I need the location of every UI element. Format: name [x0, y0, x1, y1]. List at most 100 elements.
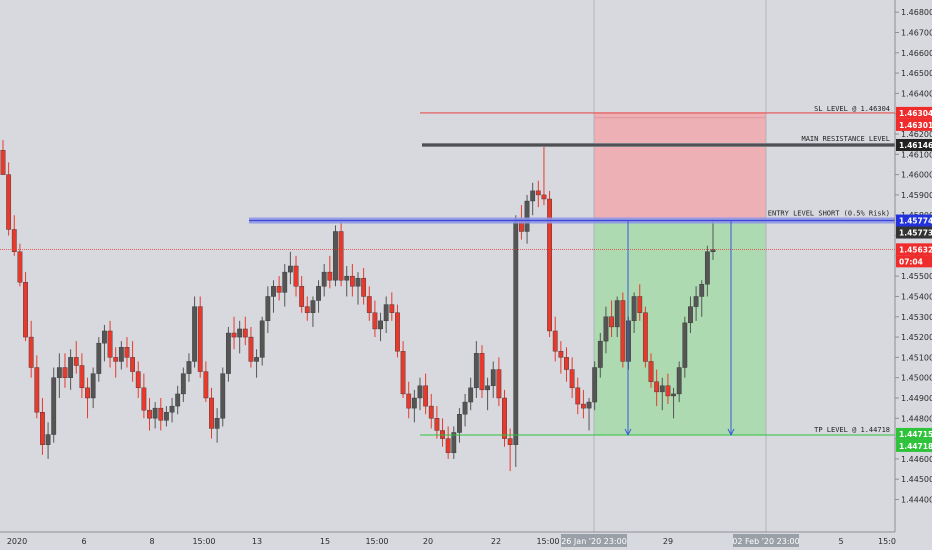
take-profit-zone: [594, 220, 766, 435]
candle-body: [631, 296, 637, 322]
price-tick-label: 1.46800: [901, 8, 932, 17]
candle-body: [28, 336, 34, 368]
candle-body: [192, 306, 197, 362]
price-tick-label: 1.46600: [901, 49, 932, 58]
candle-body: [682, 322, 688, 368]
current-price-tag-text: 1.45632: [899, 245, 932, 254]
candle-body: [11, 229, 17, 252]
candlestick-series: [0, 140, 716, 472]
candle-body: [0, 150, 6, 175]
price-tick-label: 1.45900: [901, 191, 932, 200]
price-axis[interactable]: 1.46800 1.46700 1.46600 1.46500 1.46400 1.463…: [894, 0, 932, 550]
candle-body: [73, 357, 79, 366]
candle-body: [586, 401, 592, 409]
candle-body: [254, 357, 259, 362]
candle-body: [468, 387, 474, 403]
entry-level-label: ENTRY LEVEL SHORT (0.5% Risk): [768, 210, 890, 218]
time-tick-label: 5: [838, 537, 843, 546]
candle-body: [502, 397, 507, 439]
candle-body: [96, 342, 102, 374]
candle-body: [23, 282, 28, 338]
trade-zones: [594, 112, 766, 435]
candle-body: [378, 320, 383, 330]
candle-body: [496, 369, 502, 399]
price-tick-label: 1.45100: [901, 353, 932, 362]
candle-body: [614, 300, 620, 328]
candle-body: [310, 300, 316, 313]
candle-body: [304, 306, 310, 313]
price-tick-label: 1.46400: [901, 89, 932, 98]
candle-body: [124, 347, 130, 358]
candle-body: [90, 373, 96, 399]
time-tick-label: 15:00: [192, 537, 215, 546]
price-tick-label: 1.44900: [901, 394, 932, 403]
candle-body: [417, 385, 423, 399]
candle-body: [490, 369, 496, 387]
candle-body: [79, 365, 85, 389]
candle-body: [51, 377, 57, 435]
tp-price-tag-text: 1.44718: [899, 442, 932, 451]
candle-body: [383, 304, 389, 322]
time-tick-label: 8: [149, 537, 154, 546]
candle-body: [6, 174, 12, 230]
time-tick-label: 15:00: [365, 537, 388, 546]
time-tick-label: 15:00: [536, 537, 559, 546]
time-highlight-badge: [561, 534, 627, 547]
candle-body: [564, 357, 569, 370]
candle-body: [135, 371, 141, 389]
time-axis[interactable]: 20206815:00131515:00202215:00272931515:0…: [0, 531, 932, 550]
sl-level-label: SL LEVEL @ 1.46304: [814, 105, 890, 113]
price-tick-label: 1.45000: [901, 374, 932, 383]
candle-body: [85, 387, 90, 399]
candle-body: [147, 409, 152, 419]
candle-body: [231, 332, 237, 338]
candle-body: [642, 312, 648, 362]
price-tick-label: 1.44800: [901, 414, 932, 423]
price-tick-label: 1.45500: [901, 272, 932, 281]
price-tick-label: 1.46000: [901, 171, 932, 180]
candle-body: [693, 296, 699, 307]
time-highlight-label: 02 Feb '20 23:00: [732, 537, 799, 546]
candle-body: [333, 231, 338, 281]
time-tick-label: 15: [320, 537, 330, 546]
candle-body: [68, 357, 74, 378]
candle-timer-tag-text: 07:04: [899, 257, 923, 266]
candle-body: [428, 405, 434, 419]
candle-body: [186, 361, 192, 374]
time-tick-label: 6: [81, 537, 86, 546]
time-tick-label: 29: [663, 537, 673, 546]
time-tick-label: 15:0: [878, 537, 896, 546]
candle-body: [411, 397, 417, 409]
candle-body: [271, 286, 276, 297]
candle-body: [462, 401, 468, 415]
candle-body: [609, 316, 614, 328]
candle-body: [659, 385, 665, 393]
candle-body: [34, 367, 40, 413]
price-tick-label: 1.46500: [901, 69, 932, 78]
time-tick-label: 13: [252, 537, 262, 546]
candle-body: [406, 393, 412, 409]
sl-price-tag-text: 1.46304: [899, 109, 932, 118]
candle-body: [203, 371, 209, 399]
sl-secondary-tag: [896, 118, 932, 131]
entry-secondary-tag: [896, 226, 932, 239]
candle-body: [169, 405, 175, 413]
entry-price-tag-text: 1.45774: [899, 217, 932, 226]
candle-body: [141, 387, 147, 411]
resistance-level-label: MAIN RESISTANCE LEVEL: [801, 135, 890, 143]
candle-body: [513, 219, 519, 445]
candle-body: [552, 330, 558, 352]
tp-level-label: TP LEVEL @ 1.44718: [814, 426, 890, 434]
candle-body: [180, 373, 186, 395]
target-arrows: [624, 220, 735, 437]
candle-body: [648, 361, 654, 382]
candle-body: [671, 393, 676, 397]
candle-body: [530, 190, 536, 202]
candle-body: [197, 306, 203, 372]
resistance-price-tag: [896, 138, 932, 151]
price-tick-label: 1.44600: [901, 455, 932, 464]
candle-body: [541, 194, 547, 200]
candle-body: [434, 418, 440, 431]
